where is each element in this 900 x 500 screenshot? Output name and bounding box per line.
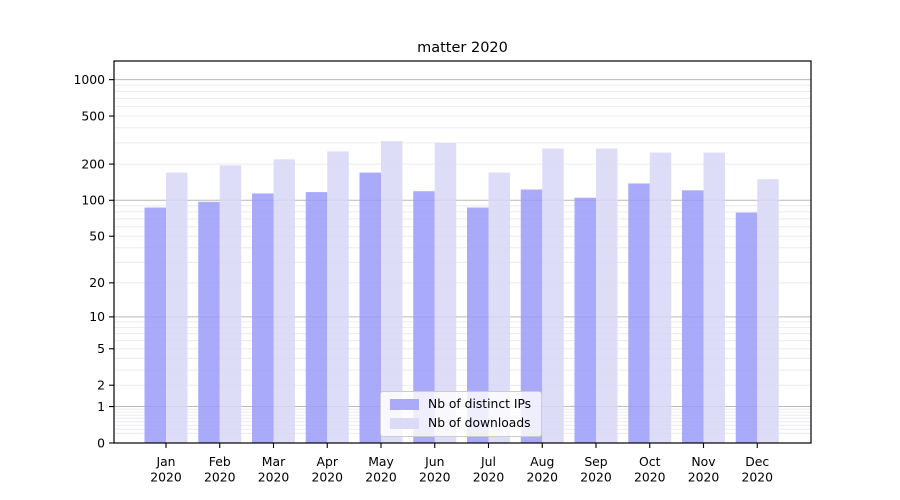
bar-distinct-ips-jun xyxy=(413,191,435,443)
x-tick-label-month: Jun xyxy=(424,454,444,469)
bar-downloads-jan xyxy=(166,172,188,443)
bar-downloads-oct xyxy=(649,152,672,443)
y-tick-label: 1 xyxy=(97,399,105,414)
legend-item-downloads: Nb of downloads xyxy=(390,416,531,430)
bar-distinct-ips-jul xyxy=(467,207,489,443)
x-tick-label-month: Oct xyxy=(639,454,661,469)
bar-downloads-mar xyxy=(273,159,295,443)
legend-label-distinct-ips: Nb of distinct IPs xyxy=(428,397,532,411)
x-tick-label-month: Nov xyxy=(691,454,715,469)
bar-downloads-jul xyxy=(488,172,510,443)
x-tick-label-year: 2020 xyxy=(204,470,236,485)
y-tick-label: 500 xyxy=(81,108,105,123)
y-tick-label: 100 xyxy=(81,193,105,208)
legend-swatch-distinct-ips xyxy=(390,398,419,410)
y-tick-label: 2 xyxy=(97,378,105,393)
y-tick-label: 50 xyxy=(89,229,105,244)
bar-distinct-ips-oct xyxy=(628,183,650,444)
bar-downloads-aug xyxy=(542,148,564,444)
x-tick-label-month: Aug xyxy=(530,454,554,469)
legend: Nb of distinct IPs Nb of downloads xyxy=(380,391,543,437)
bar-distinct-ips-nov xyxy=(682,190,704,443)
bar-distinct-ips-may xyxy=(359,172,381,443)
bar-distinct-ips-aug xyxy=(520,189,543,443)
x-tick-label-month: Jul xyxy=(480,454,496,469)
x-tick-label-year: 2020 xyxy=(580,470,612,485)
x-tick-label-year: 2020 xyxy=(419,470,451,485)
y-tick-label: 0 xyxy=(97,435,105,450)
bar-distinct-ips-sep xyxy=(574,197,596,443)
bar-distinct-ips-jan xyxy=(144,207,166,443)
x-tick-label-month: May xyxy=(368,454,394,469)
bar-distinct-ips-dec xyxy=(735,212,758,443)
x-tick-label-year: 2020 xyxy=(311,470,343,485)
bar-downloads-apr xyxy=(327,151,349,444)
bar-distinct-ips-mar xyxy=(252,193,274,443)
bar-distinct-ips-feb xyxy=(198,201,220,443)
bar-downloads-may xyxy=(381,141,403,444)
x-tick-label-year: 2020 xyxy=(473,470,505,485)
x-tick-label-month: Feb xyxy=(209,454,231,469)
x-tick-label-month: Dec xyxy=(745,454,769,469)
bar-downloads-nov xyxy=(703,152,725,443)
y-tick-label: 5 xyxy=(97,341,105,356)
x-tick-label-year: 2020 xyxy=(741,470,773,485)
y-tick-label: 20 xyxy=(89,275,105,290)
x-tick-label-year: 2020 xyxy=(150,470,182,485)
x-tick-label-year: 2020 xyxy=(258,470,290,485)
legend-swatch-downloads xyxy=(390,417,419,429)
x-tick-label-month: Mar xyxy=(262,454,286,469)
y-tick-label: 200 xyxy=(81,156,105,171)
x-tick-label-month: Sep xyxy=(584,454,607,469)
x-tick-label-year: 2020 xyxy=(526,470,558,485)
y-tick-label: 1000 xyxy=(73,72,105,87)
bar-downloads-feb xyxy=(219,165,242,444)
x-tick-label-year: 2020 xyxy=(634,470,666,485)
legend-label-downloads: Nb of downloads xyxy=(428,416,531,430)
legend-item-distinct-ips: Nb of distinct IPs xyxy=(390,397,531,411)
bar-downloads-dec xyxy=(757,179,779,443)
bar-downloads-sep xyxy=(596,148,618,444)
x-tick-label-year: 2020 xyxy=(365,470,397,485)
bar-downloads-jun xyxy=(434,142,457,444)
x-tick-label-year: 2020 xyxy=(688,470,720,485)
y-tick-label: 10 xyxy=(89,309,105,324)
x-tick-label-month: Apr xyxy=(317,454,339,469)
plot-border xyxy=(113,60,812,444)
chart-title: matter 2020 xyxy=(417,40,508,56)
x-tick-label-month: Jan xyxy=(155,454,175,469)
bar-distinct-ips-apr xyxy=(305,192,328,443)
